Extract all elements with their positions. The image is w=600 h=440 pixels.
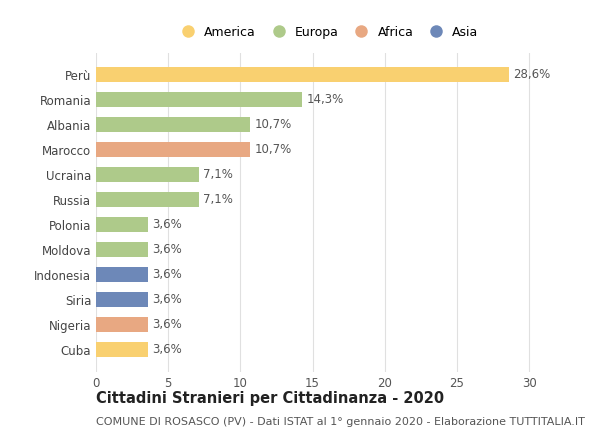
Text: 3,6%: 3,6%: [152, 343, 182, 356]
Bar: [96, 92, 302, 107]
Bar: [96, 142, 250, 157]
Text: 3,6%: 3,6%: [152, 268, 182, 281]
Text: 14,3%: 14,3%: [307, 93, 344, 106]
Bar: [96, 217, 148, 232]
Text: 3,6%: 3,6%: [152, 318, 182, 331]
Bar: [96, 292, 148, 307]
Text: Cittadini Stranieri per Cittadinanza - 2020: Cittadini Stranieri per Cittadinanza - 2…: [96, 391, 444, 406]
Text: 3,6%: 3,6%: [152, 293, 182, 306]
Bar: [96, 242, 148, 257]
Bar: [96, 267, 148, 282]
Bar: [96, 317, 148, 332]
Text: 3,6%: 3,6%: [152, 243, 182, 256]
Bar: [96, 117, 250, 132]
Bar: [96, 192, 199, 207]
Bar: [96, 167, 199, 182]
Text: 7,1%: 7,1%: [203, 168, 233, 181]
Text: COMUNE DI ROSASCO (PV) - Dati ISTAT al 1° gennaio 2020 - Elaborazione TUTTITALIA: COMUNE DI ROSASCO (PV) - Dati ISTAT al 1…: [96, 417, 585, 427]
Text: 7,1%: 7,1%: [203, 193, 233, 206]
Text: 3,6%: 3,6%: [152, 218, 182, 231]
Text: 28,6%: 28,6%: [513, 68, 550, 81]
Bar: [96, 67, 509, 82]
Legend: America, Europa, Africa, Asia: America, Europa, Africa, Asia: [170, 21, 484, 44]
Text: 10,7%: 10,7%: [255, 118, 292, 131]
Text: 10,7%: 10,7%: [255, 143, 292, 156]
Bar: [96, 342, 148, 357]
